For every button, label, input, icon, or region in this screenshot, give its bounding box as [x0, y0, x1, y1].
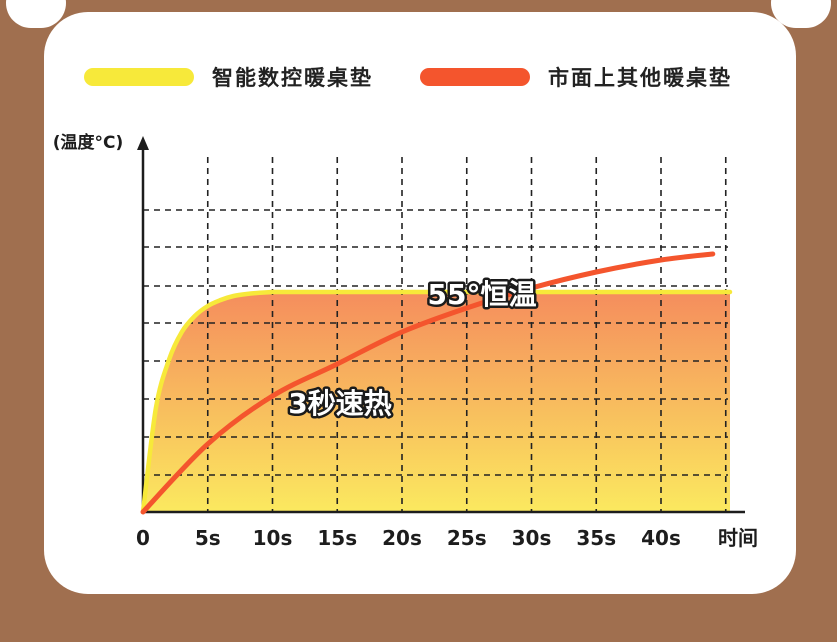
- x-tick-label-3: 15s: [317, 526, 357, 550]
- annotation-fast-heat: 3秒速热: [288, 387, 391, 420]
- y-axis-label: (温度°C): [53, 132, 124, 153]
- x-tick-label-1: 5s: [195, 526, 221, 550]
- y-axis-arrow: [137, 136, 149, 150]
- series-smart-line: [140, 289, 733, 515]
- x-tick-label-5: 25s: [447, 526, 487, 550]
- annotation-constant-temp: 55°恒温: [428, 278, 537, 311]
- legend-label-smart: 智能数控暖桌垫: [212, 66, 373, 90]
- series-smart-area: [143, 292, 730, 512]
- x-tick-label-2: 10s: [253, 526, 293, 550]
- x-tick-label-6: 30s: [512, 526, 552, 550]
- legend-item-other: 市面上其他暖桌垫: [420, 62, 732, 92]
- x-tick-label-8: 40s: [641, 526, 681, 550]
- legend-swatch-other: [420, 68, 530, 86]
- x-tick-label-0: 0: [136, 526, 150, 550]
- x-tick-label-4: 20s: [382, 526, 422, 550]
- legend-swatch-smart: [84, 68, 194, 86]
- x-axis-label: 时间: [718, 526, 758, 550]
- x-tick-label-7: 35s: [576, 526, 616, 550]
- legend-item-smart: 智能数控暖桌垫: [84, 62, 373, 92]
- legend-label-other: 市面上其他暖桌垫: [548, 66, 732, 90]
- series-other-line: [140, 251, 716, 515]
